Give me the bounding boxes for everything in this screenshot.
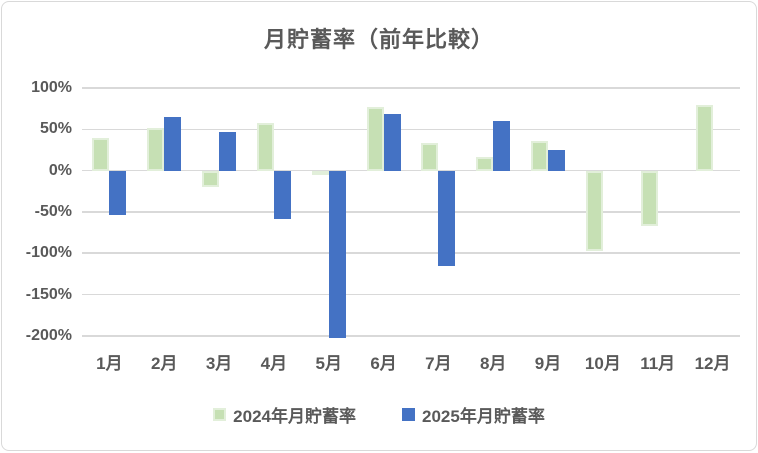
- bar-2024年月貯蓄率-12月: [695, 105, 713, 171]
- bar-group-9月: [521, 88, 576, 340]
- x-labels: 1月 2月 3月 4月 5月 6月 7月 8月 9月 10月 11月 12月: [82, 349, 740, 374]
- chart-title: 月貯蓄率（前年比較）: [263, 27, 494, 52]
- gridline: [82, 252, 740, 254]
- bar-group-1月: [82, 88, 137, 340]
- x-axis-label-9月: 9月: [534, 354, 562, 373]
- x-axis-label-3月: 3月: [205, 354, 233, 373]
- bar-2025年月貯蓄率-3月: [219, 131, 237, 171]
- x-axis-spacer: [2, 349, 82, 374]
- y-tick-label: -150%: [25, 285, 72, 303]
- y-tick-label: 100%: [31, 79, 72, 96]
- bar-2025年月貯蓄率-5月: [328, 170, 346, 338]
- legend-item-2025: 2025年月貯蓄率: [402, 402, 545, 427]
- bar-2024年月貯蓄率-9月: [531, 140, 549, 171]
- plot-wrap: 100% 50% 0% -50% -100% -150% -200%: [2, 79, 756, 344]
- bar-2024年月貯蓄率-8月: [476, 157, 494, 171]
- gridline: [82, 169, 740, 172]
- x-axis-label-8月: 8月: [479, 354, 507, 373]
- bar-2024年月貯蓄率-2月: [147, 127, 165, 171]
- bar-2025年月貯蓄率-4月: [273, 170, 291, 219]
- x-axis-label-1月: 1月: [96, 354, 123, 373]
- bar-group-4月: [246, 88, 301, 340]
- y-tick-label: 0%: [48, 161, 72, 179]
- bar-group-10月: [575, 88, 630, 340]
- bar-2024年月貯蓄率-5月: [311, 170, 329, 175]
- bar-2024年月貯蓄率-6月: [366, 107, 384, 171]
- plot-area: [82, 87, 740, 340]
- bar-2024年月貯蓄率-4月: [256, 122, 274, 171]
- x-axis-label-10月: 10月: [584, 354, 621, 373]
- y-tick-label: -50%: [34, 202, 72, 220]
- x-axis-label-2月: 2月: [151, 354, 178, 373]
- bar-group-7月: [411, 88, 466, 340]
- y-tick-label: -100%: [25, 244, 72, 262]
- bar-2024年月貯蓄率-11月: [640, 170, 658, 226]
- gridline: [82, 128, 740, 131]
- bar-group-2月: [137, 88, 192, 340]
- x-axis: 1月 2月 3月 4月 5月 6月 7月 8月 9月 10月 11月 12月: [2, 349, 756, 374]
- gridline: [82, 211, 740, 213]
- y-tick-label: 50%: [39, 120, 72, 138]
- gridline: [82, 293, 740, 296]
- bar-group-8月: [466, 88, 521, 340]
- legend-label-2024: 2024年月貯蓄率: [233, 407, 356, 426]
- x-axis-label-5月: 5月: [315, 354, 342, 373]
- bar-group-5月: [301, 88, 356, 340]
- bar-2024年月貯蓄率-7月: [421, 142, 439, 171]
- x-axis-label-4月: 4月: [260, 354, 288, 373]
- legend-swatch-2025-icon: [402, 408, 415, 421]
- bar-group-3月: [192, 88, 247, 340]
- bar-2025年月貯蓄率-9月: [548, 149, 566, 171]
- legend: 2024年月貯蓄率 2025年月貯蓄率: [2, 402, 756, 427]
- bar-2025年月貯蓄率-1月: [109, 170, 127, 216]
- bar-group-12月: [685, 88, 740, 340]
- bar-2025年月貯蓄率-2月: [164, 116, 182, 171]
- bar-2024年月貯蓄率-10月: [585, 170, 603, 251]
- legend-item-2024: 2024年月貯蓄率: [213, 402, 356, 427]
- legend-swatch-2024-icon: [213, 408, 227, 421]
- bar-2024年月貯蓄率-1月: [92, 137, 110, 171]
- bar-group-11月: [630, 88, 685, 340]
- bar-2025年月貯蓄率-7月: [438, 170, 456, 267]
- legend-label-2025: 2025年月貯蓄率: [422, 407, 545, 426]
- gridline: [82, 335, 740, 337]
- y-axis: 100% 50% 0% -50% -100% -150% -200%: [2, 79, 82, 344]
- x-axis-label-11月: 11月: [640, 354, 676, 373]
- bar-2024年月貯蓄率-3月: [202, 170, 220, 188]
- y-tick-label: -200%: [25, 326, 72, 344]
- x-axis-label-6月: 6月: [370, 354, 397, 373]
- gridline: [82, 87, 740, 89]
- bar-2025年月貯蓄率-6月: [383, 114, 401, 171]
- bar-2025年月貯蓄率-8月: [493, 121, 511, 171]
- bar-groups: [82, 88, 740, 340]
- bar-group-6月: [356, 88, 411, 340]
- x-axis-label-7月: 7月: [425, 354, 452, 373]
- x-axis-label-12月: 12月: [694, 354, 731, 373]
